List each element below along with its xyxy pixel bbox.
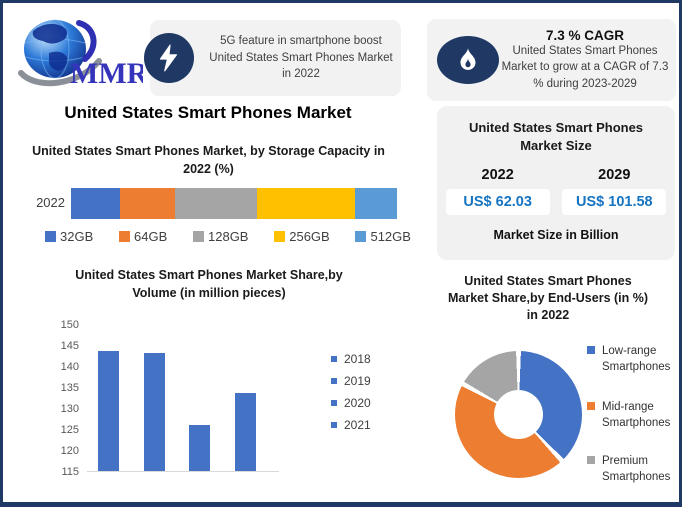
legend-swatch [331,422,337,428]
market-size-panel: United States Smart Phones Market Size 2… [437,106,675,260]
legend-label: 2021 [344,418,371,432]
storage-segment-32GB [71,188,120,219]
legend-label: 2018 [344,352,371,366]
cagr-body: United States Smart Phones Market to gro… [501,45,669,90]
volume-plot [87,325,279,472]
storage-segment-256GB [256,188,355,219]
legend-swatch [331,356,337,362]
year-label: 2029 [598,167,631,184]
market-size-value-2029: US$ 101.58 [562,189,667,216]
volume-legend-item-2021: 2021 [331,414,371,436]
legend-label: 2019 [344,374,371,388]
legend-label: Mid-range Smartphones [602,401,671,430]
volume-y-axis: 150 145 140 135 130 125 120 115 [51,319,79,478]
y-tick-115: 115 [61,465,79,478]
lightning-icon [144,33,194,83]
storage-legend-item-128GB: 128GB [193,229,248,244]
endusers-legend-item: Mid-range Smartphones [587,399,679,431]
legend-label: Premium Smartphones [602,455,671,484]
legend-swatch [119,231,130,242]
market-size-value-2022: US$ 62.03 [445,189,550,216]
y-tick-145: 145 [60,339,79,352]
page-title: United States Smart Phones Market [64,103,352,122]
legend-swatch [331,400,337,406]
storage-stacked-bar [71,188,397,219]
endusers-chart-title: United States Smart Phones Market Share,… [447,274,649,322]
storage-legend: 32GB 64GB 128GB 256GB 512GB [45,229,411,244]
legend-label: 128GB [208,229,249,244]
market-size-col-2022: 2022 US$ 62.03 [442,167,554,216]
storage-legend-item-64GB: 64GB [119,229,167,244]
storage-segment-512GB [354,188,397,219]
legend-swatch [587,346,595,354]
cagr-card-text: 7.3 % CAGR United States Smart Phones Ma… [499,19,671,101]
volume-legend: 2018 2019 2020 2021 [331,348,371,436]
legend-label: 32GB [60,229,94,244]
storage-segment-128GB [175,188,257,219]
endusers-donut [455,351,582,478]
storage-segment-64GB [119,188,176,219]
legend-swatch [587,456,595,464]
market-size-footnote: Market Size in Billion [493,228,619,243]
cagr-headline: 7.3 % CAGR [545,28,625,44]
insight-card-text: 5G feature in smartphone boost United St… [209,34,393,81]
market-size-columns: 2022 US$ 62.03 2029 US$ 101.58 [437,167,675,216]
legend-swatch [587,402,595,410]
volume-legend-item-2020: 2020 [331,392,371,414]
storage-legend-item-256GB: 256GB [274,229,330,244]
y-tick-125: 125 [60,423,79,436]
legend-label: 64GB [134,229,168,244]
storage-legend-item-512GB: 512GB [355,229,411,244]
volume-bar-2019 [143,353,165,471]
legend-swatch [193,231,204,242]
mmr-logo: MMR [15,13,149,95]
y-tick-130: 130 [60,402,79,415]
volume-bar-2021 [234,393,256,471]
market-size-title: United States Smart Phones Market Size [468,120,644,153]
logo-text: MMR [70,57,143,90]
donut-hole [494,390,543,439]
volume-bar-2020 [189,424,210,471]
volume-bar-2018 [98,351,119,471]
cagr-card: 7.3 % CAGR United States Smart Phones Ma… [427,19,676,101]
y-tick-135: 135 [60,381,79,394]
volume-legend-item-2019: 2019 [331,370,371,392]
legend-swatch [331,378,337,384]
insight-card: 5G feature in smartphone boost United St… [144,20,401,96]
globe-icon: MMR [18,19,149,90]
legend-swatch [355,231,367,242]
storage-chart-title: United States Smart Phones Market, by St… [32,144,385,176]
flame-icon [437,36,499,84]
y-tick-140: 140 [60,360,79,373]
volume-legend-item-2018: 2018 [331,348,371,370]
volume-chart-title: United States Smart Phones Market Share,… [75,268,343,300]
market-size-col-2029: 2029 US$ 101.58 [558,167,670,216]
storage-category-label: 2022 [36,195,65,210]
legend-swatch [45,231,56,242]
endusers-legend: Low-range Smartphones Mid-range Smartphon… [587,343,679,502]
year-label: 2022 [481,167,514,184]
y-tick-120: 120 [60,444,79,457]
legend-label: Low-range Smartphones [602,345,671,374]
legend-label: 512GB [370,229,411,244]
legend-label: 2020 [344,396,371,410]
y-tick-150: 150 [60,318,79,331]
endusers-legend-item: Premium Smartphones [587,453,679,485]
storage-legend-item-32GB: 32GB [45,229,93,244]
endusers-legend-item: Low-range Smartphones [587,343,679,375]
legend-label: 256GB [289,229,330,244]
legend-swatch [274,231,286,242]
